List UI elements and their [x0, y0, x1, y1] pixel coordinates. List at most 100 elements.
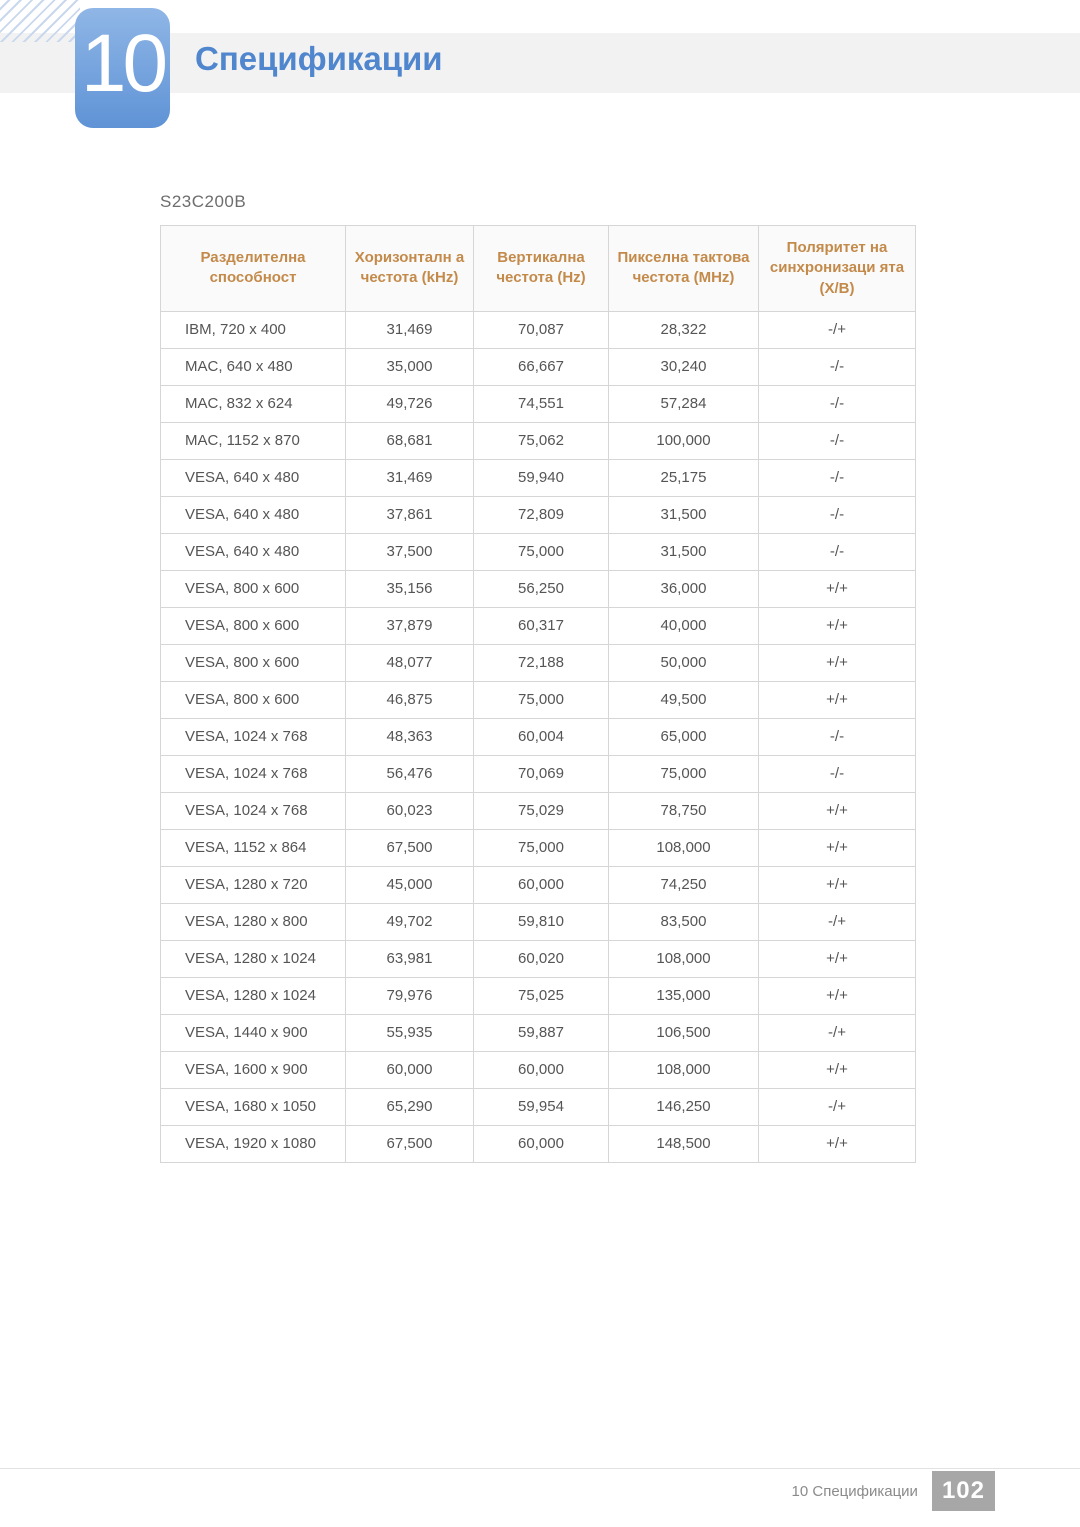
table-cell: VESA, 1920 x 1080: [161, 1125, 346, 1162]
table-cell: +/+: [759, 681, 916, 718]
table-cell: 108,000: [609, 1051, 759, 1088]
table-row: VESA, 1440 x 90055,93559,887106,500-/+: [161, 1014, 916, 1051]
table-cell: 63,981: [346, 940, 474, 977]
table-cell: 60,000: [346, 1051, 474, 1088]
table-row: VESA, 1024 x 76856,47670,06975,000-/-: [161, 755, 916, 792]
col-pixelclock: Пикселна тактова честота (MHz): [609, 226, 759, 312]
table-cell: 30,240: [609, 348, 759, 385]
table-cell: 67,500: [346, 1125, 474, 1162]
table-cell: VESA, 1680 x 1050: [161, 1088, 346, 1125]
table-cell: -/-: [759, 496, 916, 533]
table-cell: 60,020: [474, 940, 609, 977]
table-cell: 48,363: [346, 718, 474, 755]
corner-hatch-decoration: [0, 0, 80, 42]
col-polarity: Поляритет на синхронизаци ята (X/B): [759, 226, 916, 312]
table-cell: -/-: [759, 459, 916, 496]
table-row: VESA, 1024 x 76848,36360,00465,000-/-: [161, 718, 916, 755]
table-cell: VESA, 1152 x 864: [161, 829, 346, 866]
table-cell: 31,500: [609, 533, 759, 570]
table-cell: VESA, 1600 x 900: [161, 1051, 346, 1088]
table-cell: +/+: [759, 829, 916, 866]
table-cell: VESA, 640 x 480: [161, 459, 346, 496]
table-cell: 31,500: [609, 496, 759, 533]
table-row: VESA, 1280 x 102463,98160,020108,000+/+: [161, 940, 916, 977]
table-row: VESA, 800 x 60048,07772,18850,000+/+: [161, 644, 916, 681]
table-cell: 56,250: [474, 570, 609, 607]
table-cell: -/-: [759, 718, 916, 755]
table-row: VESA, 640 x 48037,86172,80931,500-/-: [161, 496, 916, 533]
table-row: MAC, 832 x 62449,72674,55157,284-/-: [161, 385, 916, 422]
table-cell: 74,250: [609, 866, 759, 903]
table-cell: 49,726: [346, 385, 474, 422]
table-cell: 75,025: [474, 977, 609, 1014]
table-cell: 60,000: [474, 1051, 609, 1088]
table-cell: -/-: [759, 755, 916, 792]
table-cell: +/+: [759, 1051, 916, 1088]
table-row: MAC, 640 x 48035,00066,66730,240-/-: [161, 348, 916, 385]
table-cell: 75,000: [474, 681, 609, 718]
col-hfreq: Хоризонталн а честота (kHz): [346, 226, 474, 312]
table-cell: VESA, 800 x 600: [161, 570, 346, 607]
table-cell: -/+: [759, 311, 916, 348]
table-cell: 108,000: [609, 940, 759, 977]
chapter-title: Спецификации: [195, 40, 443, 78]
col-resolution: Разделителна способност: [161, 226, 346, 312]
table-cell: 31,469: [346, 311, 474, 348]
table-row: VESA, 1152 x 86467,50075,000108,000+/+: [161, 829, 916, 866]
table-cell: 59,887: [474, 1014, 609, 1051]
table-cell: 35,000: [346, 348, 474, 385]
table-cell: 37,861: [346, 496, 474, 533]
table-cell: 55,935: [346, 1014, 474, 1051]
table-cell: 60,023: [346, 792, 474, 829]
table-row: IBM, 720 x 40031,46970,08728,322-/+: [161, 311, 916, 348]
table-row: VESA, 1280 x 80049,70259,81083,500-/+: [161, 903, 916, 940]
table-cell: 35,156: [346, 570, 474, 607]
table-cell: 70,087: [474, 311, 609, 348]
table-row: VESA, 800 x 60037,87960,31740,000+/+: [161, 607, 916, 644]
table-row: VESA, 1920 x 108067,50060,000148,500+/+: [161, 1125, 916, 1162]
table-cell: +/+: [759, 977, 916, 1014]
table-cell: 59,940: [474, 459, 609, 496]
table-cell: +/+: [759, 607, 916, 644]
table-cell: 79,976: [346, 977, 474, 1014]
table-cell: +/+: [759, 792, 916, 829]
model-label: S23C200B: [160, 192, 246, 212]
table-row: VESA, 800 x 60046,87575,00049,500+/+: [161, 681, 916, 718]
table-cell: 146,250: [609, 1088, 759, 1125]
table-cell: 72,809: [474, 496, 609, 533]
table-row: VESA, 1024 x 76860,02375,02978,750+/+: [161, 792, 916, 829]
table-row: VESA, 1280 x 72045,00060,00074,250+/+: [161, 866, 916, 903]
table-header-row: Разделителна способност Хоризонталн а че…: [161, 226, 916, 312]
table-cell: VESA, 1024 x 768: [161, 792, 346, 829]
table-cell: 28,322: [609, 311, 759, 348]
table-cell: 75,000: [609, 755, 759, 792]
table-cell: 60,317: [474, 607, 609, 644]
table-cell: 25,175: [609, 459, 759, 496]
table-cell: 70,069: [474, 755, 609, 792]
table-cell: +/+: [759, 866, 916, 903]
table-row: VESA, 1280 x 102479,97675,025135,000+/+: [161, 977, 916, 1014]
table-cell: -/+: [759, 1088, 916, 1125]
table-cell: 74,551: [474, 385, 609, 422]
table-cell: IBM, 720 x 400: [161, 311, 346, 348]
table-cell: MAC, 640 x 480: [161, 348, 346, 385]
table-cell: 60,004: [474, 718, 609, 755]
table-cell: 37,879: [346, 607, 474, 644]
table-cell: +/+: [759, 644, 916, 681]
table-cell: 75,062: [474, 422, 609, 459]
table-cell: 57,284: [609, 385, 759, 422]
table-cell: VESA, 1280 x 720: [161, 866, 346, 903]
table-row: VESA, 640 x 48037,50075,00031,500-/-: [161, 533, 916, 570]
table-cell: 48,077: [346, 644, 474, 681]
table-cell: 72,188: [474, 644, 609, 681]
chapter-badge: 10: [75, 8, 170, 128]
table-cell: VESA, 640 x 480: [161, 533, 346, 570]
table-row: VESA, 1600 x 90060,00060,000108,000+/+: [161, 1051, 916, 1088]
table-cell: 67,500: [346, 829, 474, 866]
table-row: VESA, 1680 x 105065,29059,954146,250-/+: [161, 1088, 916, 1125]
table-cell: 49,500: [609, 681, 759, 718]
footer-text: 10 Спецификации: [792, 1483, 918, 1500]
table-cell: VESA, 1280 x 1024: [161, 977, 346, 1014]
table-cell: VESA, 800 x 600: [161, 681, 346, 718]
table-cell: 56,476: [346, 755, 474, 792]
